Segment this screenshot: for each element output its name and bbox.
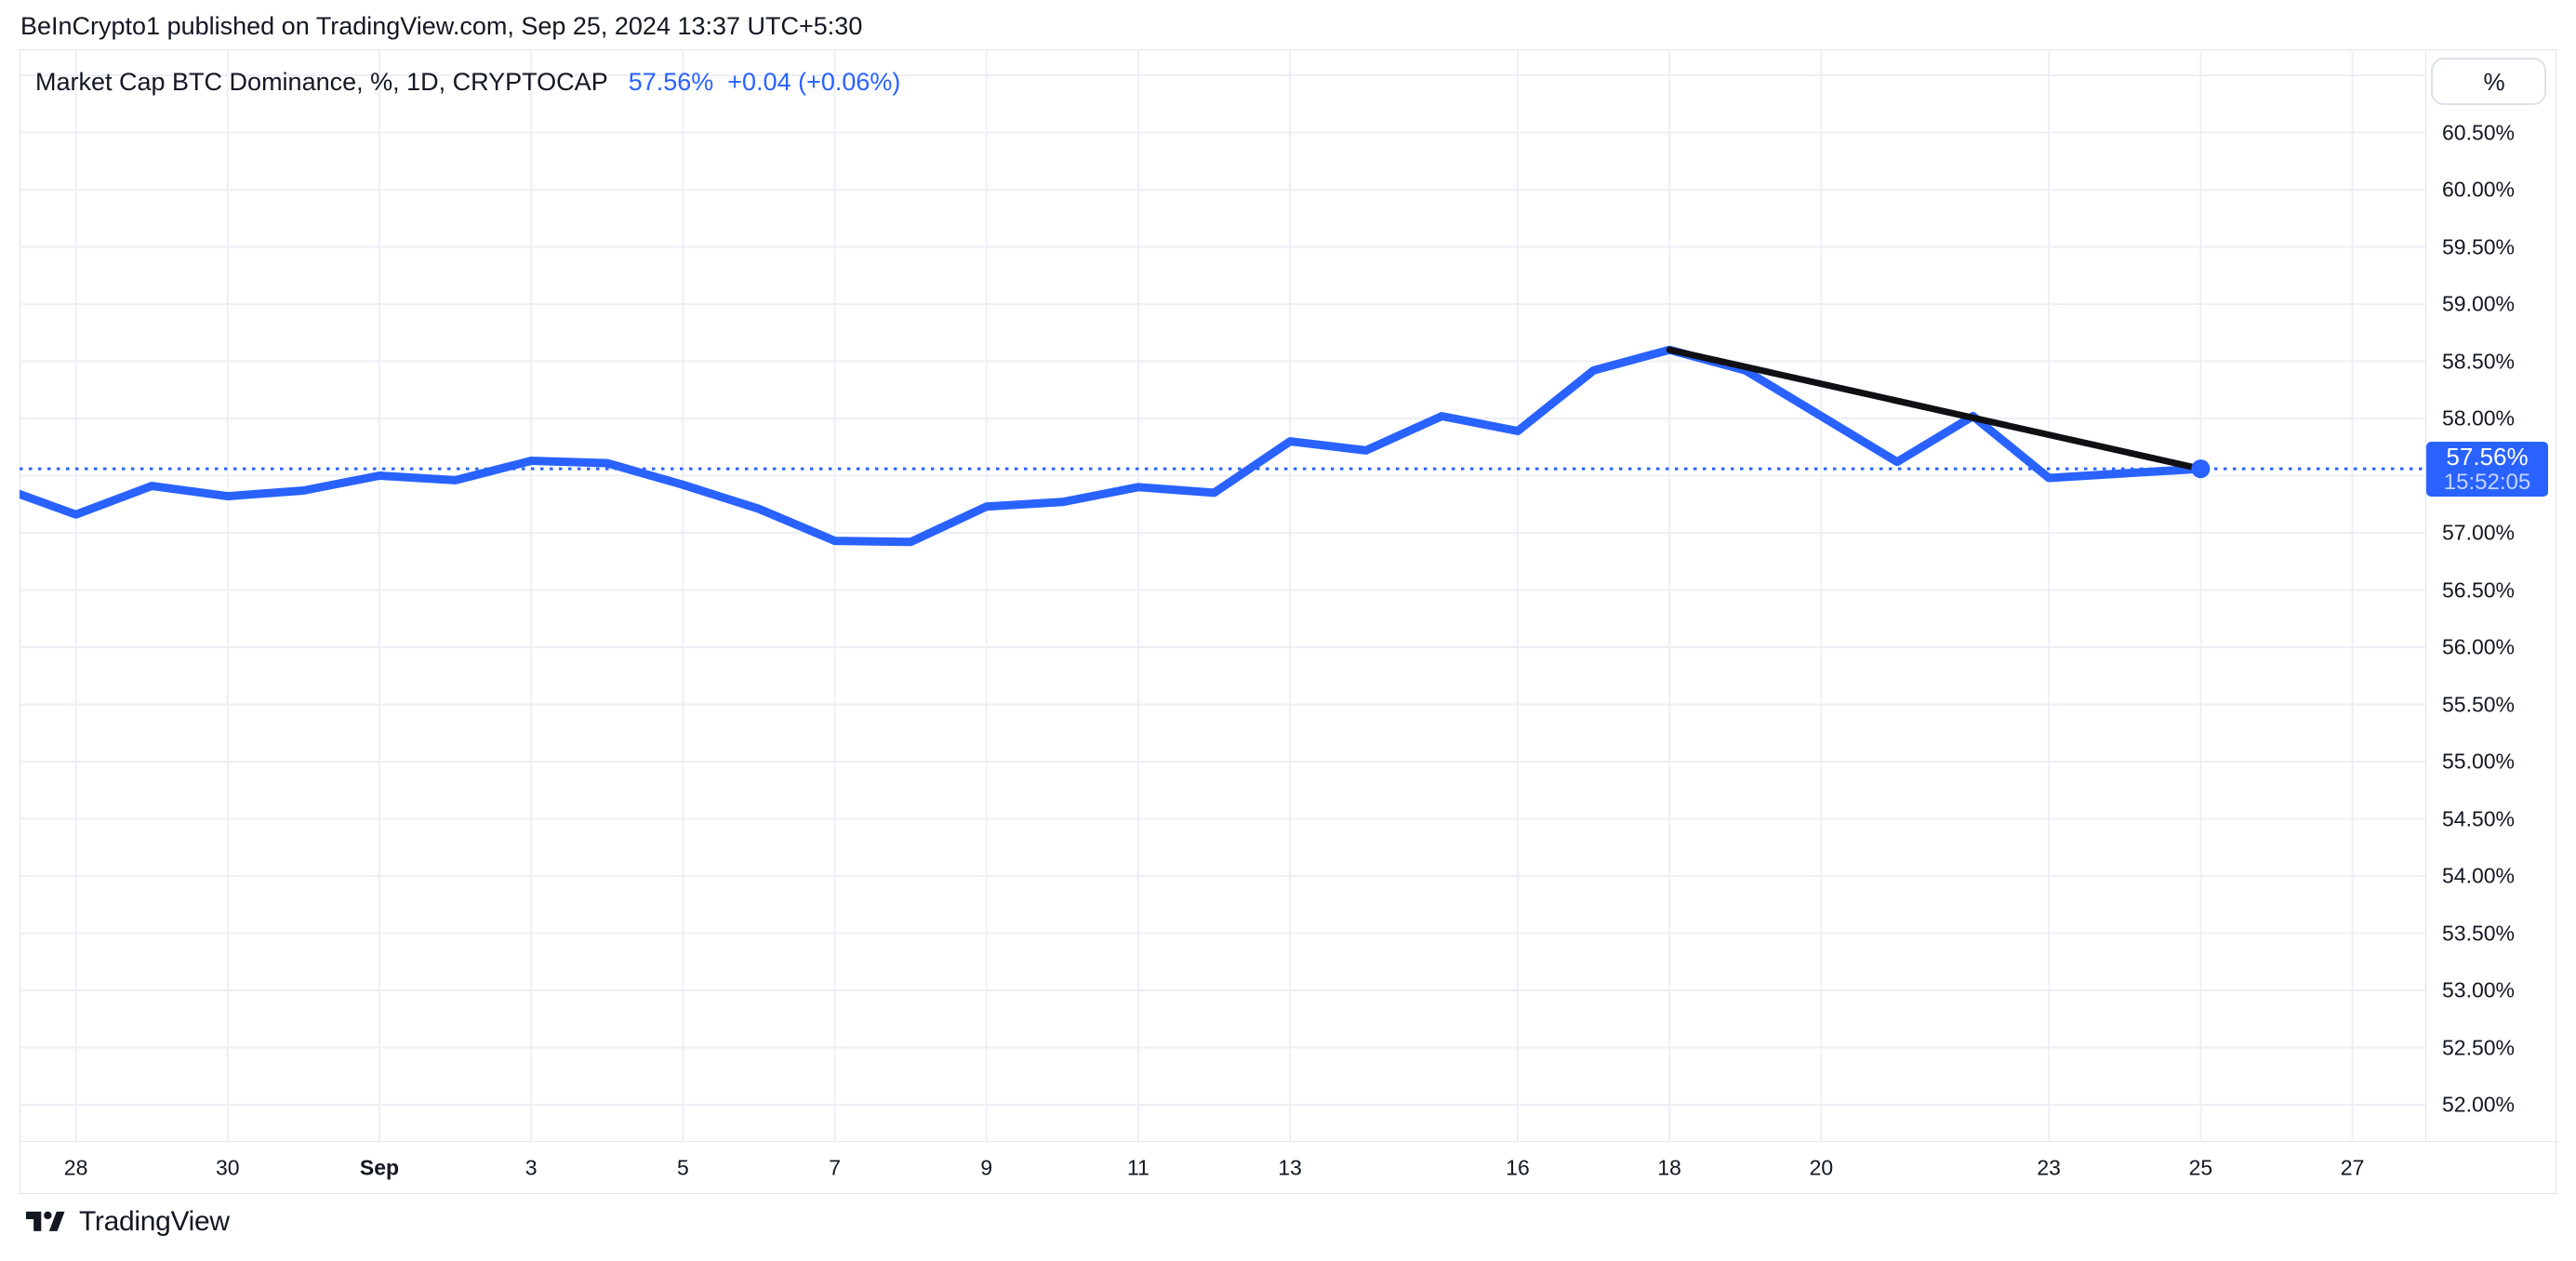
y-axis-label: 52.00% bbox=[2442, 1092, 2516, 1117]
price-scale-separator bbox=[2425, 49, 2426, 1141]
current-price-label: 57.56% 15:52:05 bbox=[2426, 442, 2548, 498]
x-axis-label: 11 bbox=[1127, 1155, 1149, 1180]
x-axis-label: 28 bbox=[63, 1155, 88, 1180]
y-axis-label: 53.00% bbox=[2442, 977, 2516, 1002]
x-axis-label: 18 bbox=[1657, 1155, 1681, 1180]
x-axis-label: 16 bbox=[1506, 1155, 1530, 1180]
x-axis-label: 30 bbox=[216, 1155, 240, 1180]
y-axis-label: 55.50% bbox=[2442, 692, 2516, 716]
current-price-value: 57.56% bbox=[2446, 443, 2529, 471]
last-value: 57.56% bbox=[628, 68, 714, 96]
y-axis-label: 58.50% bbox=[2442, 349, 2516, 373]
dominance-line bbox=[20, 345, 2205, 547]
y-axis-label: 57.00% bbox=[2442, 520, 2516, 545]
current-price-time: 15:52:05 bbox=[2443, 470, 2531, 496]
y-axis-label: 59.00% bbox=[2442, 291, 2516, 316]
y-axis-label: 56.00% bbox=[2442, 634, 2516, 659]
time-scale[interactable]: 28 30 Sep 3 5 7 9 11 13 16 18 20 23 25 27 bbox=[20, 1142, 2425, 1194]
y-axis-label: 60.50% bbox=[2442, 120, 2516, 144]
symbol-title[interactable]: Market Cap BTC Dominance, %, 1D, CRYPTOC… bbox=[35, 68, 608, 96]
x-axis-label: 5 bbox=[676, 1155, 689, 1180]
tradingview-wordmark: TradingView bbox=[79, 1206, 230, 1237]
attribution-text: BeInCrypto1 published on TradingView.com… bbox=[20, 12, 863, 40]
y-axis-label: 54.50% bbox=[2442, 806, 2516, 830]
last-price-marker bbox=[2191, 459, 2211, 479]
x-axis-label: 9 bbox=[980, 1155, 993, 1180]
trendline[interactable] bbox=[1666, 346, 2204, 472]
y-axis-label: 59.50% bbox=[2442, 234, 2516, 259]
y-axis-label: 55.00% bbox=[2442, 749, 2516, 774]
tradingview-logo[interactable]: TradingView bbox=[26, 1206, 230, 1238]
x-axis-label: Sep bbox=[359, 1155, 400, 1180]
y-axis-label: 54.00% bbox=[2442, 863, 2516, 888]
value-change: +0.04 (+0.06%) bbox=[727, 68, 901, 96]
chart-legend: Market Cap BTC Dominance, %, 1D, CRYPTOC… bbox=[35, 68, 900, 97]
x-axis-label: 27 bbox=[2340, 1155, 2365, 1180]
y-axis-label: 52.50% bbox=[2442, 1035, 2516, 1059]
chart-frame bbox=[20, 49, 2556, 1194]
tradingview-icon bbox=[26, 1211, 65, 1231]
x-axis-label: 23 bbox=[2037, 1155, 2061, 1180]
x-axis-label: 3 bbox=[524, 1155, 538, 1180]
x-axis-label: 20 bbox=[1809, 1155, 1834, 1180]
x-axis-label: 13 bbox=[1278, 1155, 1302, 1180]
time-scale-separator bbox=[20, 1141, 2557, 1142]
price-scale[interactable]: % 57.56% 15:52:05 60.50% 60.00% 59.50% 59.0… bbox=[2426, 49, 2556, 1141]
x-axis-label: 25 bbox=[2188, 1155, 2213, 1180]
y-axis-label: 56.50% bbox=[2442, 577, 2516, 602]
y-axis-label: 60.00% bbox=[2442, 177, 2516, 202]
price-chart[interactable] bbox=[20, 49, 2425, 1141]
y-axis-label: 58.00% bbox=[2442, 405, 2516, 431]
percent-unit-button[interactable]: % bbox=[2431, 58, 2546, 105]
y-axis-label: 53.50% bbox=[2442, 921, 2516, 945]
x-axis-label: 7 bbox=[829, 1155, 841, 1180]
